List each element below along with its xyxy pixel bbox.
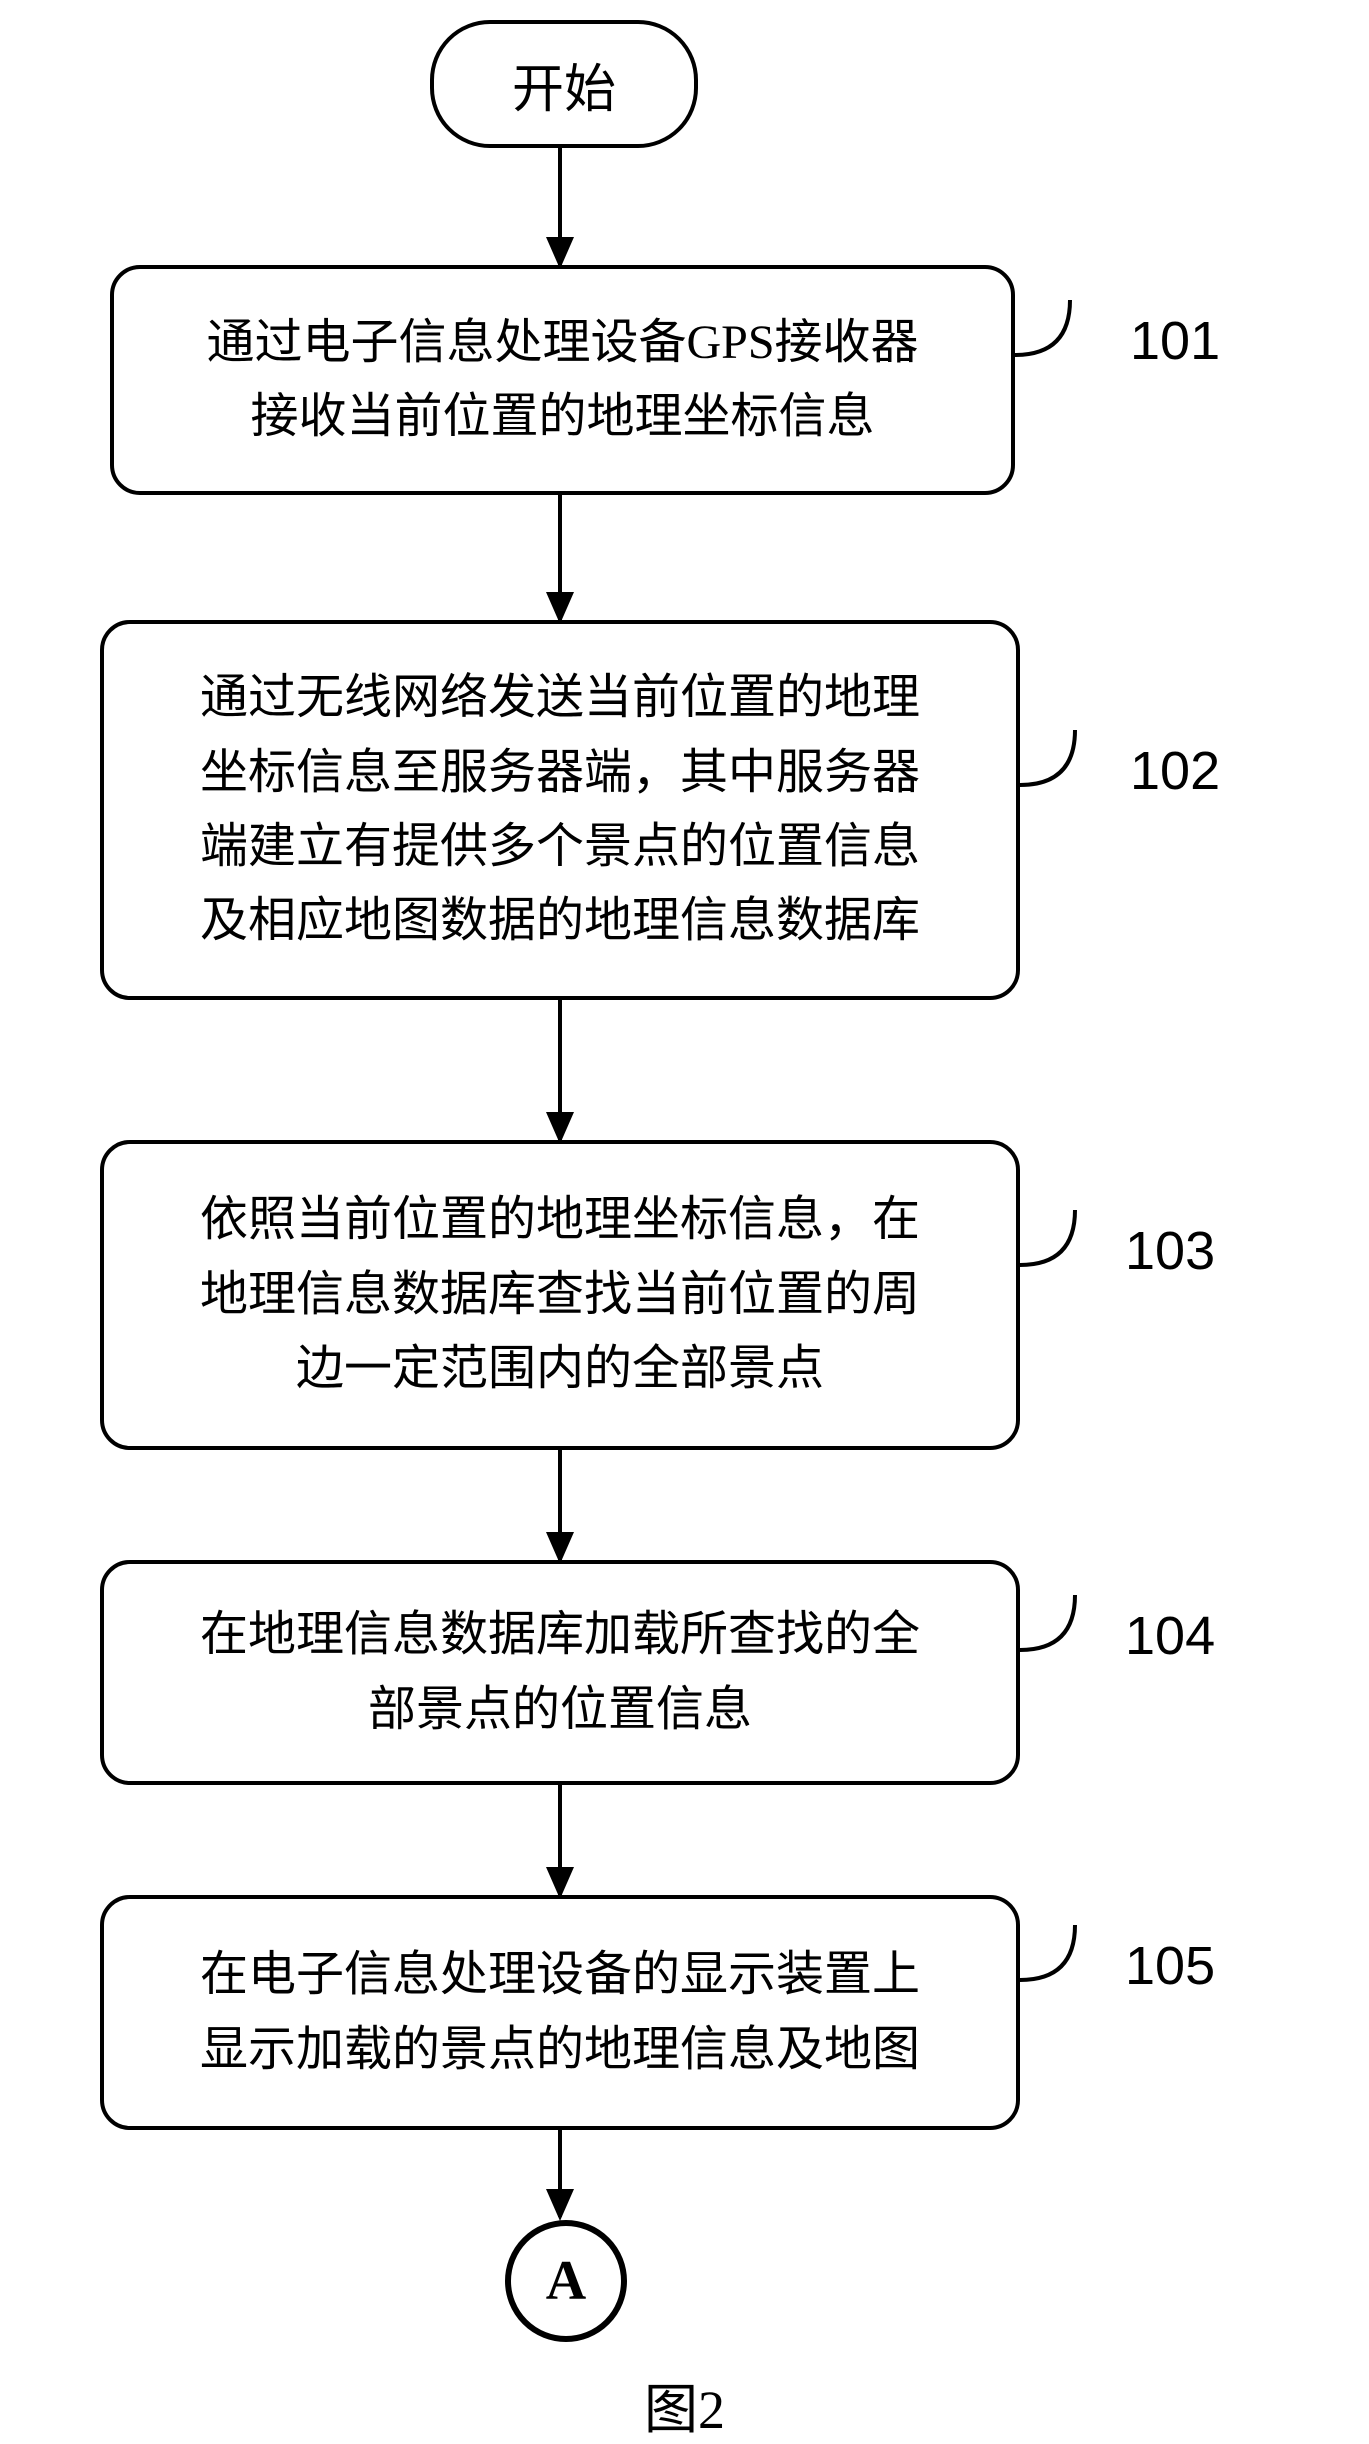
process-step-text: 通过电子信息处理设备GPS接收器 接收当前位置的地理坐标信息 — [206, 306, 918, 455]
process-step-text: 依照当前位置的地理坐标信息，在 地理信息数据库查找当前位置的周 边一定范围内的全… — [200, 1183, 920, 1406]
connector-a: A — [505, 2220, 627, 2342]
step-label-101: 101 — [1130, 310, 1220, 372]
process-step-104: 在地理信息数据库加载所查找的全 部景点的位置信息 — [100, 1560, 1020, 1785]
step-label-103: 103 — [1125, 1220, 1215, 1282]
process-step-text: 在电子信息处理设备的显示装置上 显示加载的景点的地理信息及地图 — [200, 1938, 920, 2087]
process-step-102: 通过无线网络发送当前位置的地理 坐标信息至服务器端，其中服务器 端建立有提供多个… — [100, 620, 1020, 1000]
process-step-text: 在地理信息数据库加载所查找的全 部景点的位置信息 — [200, 1598, 920, 1747]
step-label-105: 105 — [1125, 1935, 1215, 1997]
step-label-104: 104 — [1125, 1605, 1215, 1667]
process-step-103: 依照当前位置的地理坐标信息，在 地理信息数据库查找当前位置的周 边一定范围内的全… — [100, 1140, 1020, 1450]
connector-letter: A — [546, 2249, 586, 2313]
process-step-105: 在电子信息处理设备的显示装置上 显示加载的景点的地理信息及地图 — [100, 1895, 1020, 2130]
figure-caption: 图2 — [0, 2365, 1369, 2444]
step-label-102: 102 — [1130, 740, 1220, 802]
process-step-101: 通过电子信息处理设备GPS接收器 接收当前位置的地理坐标信息 — [110, 265, 1015, 495]
start-terminal: 开始 — [430, 20, 698, 148]
start-label: 开始 — [512, 47, 616, 122]
process-step-text: 通过无线网络发送当前位置的地理 坐标信息至服务器端，其中服务器 端建立有提供多个… — [200, 661, 920, 959]
